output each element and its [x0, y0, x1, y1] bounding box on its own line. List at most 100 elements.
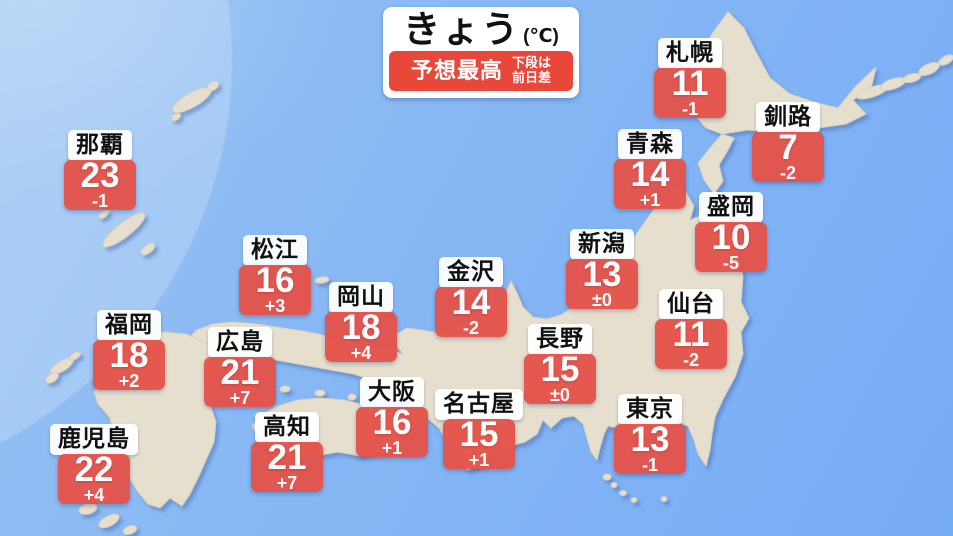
temp-value: 18 [341, 307, 381, 347]
temp-box: 23 -1 [64, 155, 136, 211]
temp-value: 14 [630, 154, 670, 194]
station-okayama: 岡山 18 +4 [325, 282, 397, 362]
temp-box: 21 +7 [204, 352, 276, 408]
city-name: 岡山 [329, 282, 393, 313]
temp-value: 21 [220, 352, 260, 392]
station-aomori: 青森 14 +1 [614, 129, 686, 209]
station-osaka: 大阪 16 +1 [356, 377, 428, 457]
city-name: 鹿児島 [50, 424, 138, 455]
temp-value: 21 [267, 437, 307, 477]
amami-islands [170, 80, 220, 122]
city-name: 盛岡 [699, 192, 763, 223]
station-naha: 那覇 23 -1 [64, 130, 136, 210]
temp-diff: +4 [350, 343, 372, 363]
temp-box: 16 +1 [356, 402, 428, 457]
temp-value: 11 [672, 314, 710, 354]
temp-diff: ±0 [550, 385, 570, 405]
station-morioka: 盛岡 10 -5 [695, 192, 767, 272]
temp-diff: +4 [83, 485, 105, 505]
station-fukuoka: 福岡 18 +2 [93, 310, 165, 390]
temp-box: 21 +7 [251, 437, 323, 493]
station-nagano: 長野 15 ±0 [524, 324, 596, 404]
station-niigata: 新潟 13 ±0 [566, 229, 638, 309]
temp-value: 11 [671, 63, 709, 103]
city-name: 東京 [618, 394, 682, 425]
city-name: 高知 [255, 412, 319, 443]
station-nagoya: 名古屋 15 +1 [435, 389, 523, 469]
station-sendai: 仙台 11 -2 [655, 289, 727, 369]
city-name: 釧路 [756, 102, 820, 133]
temp-box: 13 ±0 [566, 254, 638, 310]
city-name: 松江 [243, 235, 307, 266]
temp-value: 13 [582, 254, 622, 294]
temp-diff: -1 [681, 99, 698, 119]
legend-note: 下段は 前日差 [512, 54, 552, 85]
station-kushiro: 釧路 7 -2 [752, 102, 824, 182]
satsunan-islands [78, 503, 138, 535]
temp-box: 22 +4 [58, 449, 130, 505]
temp-diff: -1 [91, 191, 108, 211]
temp-box: 14 -2 [435, 282, 507, 338]
temp-box: 7 -2 [752, 127, 824, 183]
okinawa-islands [98, 209, 156, 256]
temp-diff: -2 [779, 163, 796, 183]
temp-value: 23 [80, 155, 120, 195]
oshima-peninsula [697, 133, 735, 195]
temp-diff: -1 [641, 455, 658, 475]
izu-islands [602, 473, 668, 503]
goto-islands [45, 351, 81, 384]
station-matsue: 松江 16 +3 [239, 235, 311, 315]
city-name: 仙台 [659, 289, 723, 320]
city-name: 広島 [208, 327, 272, 358]
station-kagoshima: 鹿児島 22 +4 [50, 424, 138, 504]
temp-diff: +7 [276, 473, 298, 493]
city-name: 札幌 [658, 38, 722, 69]
temp-value: 16 [372, 402, 412, 442]
temp-diff: -2 [682, 350, 699, 370]
temp-box: 15 +1 [443, 414, 515, 470]
temp-diff: -5 [722, 253, 739, 273]
temp-value: 15 [540, 349, 580, 389]
temp-value: 14 [451, 282, 491, 322]
temp-value: 13 [630, 419, 670, 459]
title-unit: (℃) [523, 26, 559, 47]
city-name: 那覇 [68, 130, 132, 161]
city-name: 福岡 [97, 310, 161, 341]
temp-diff: +1 [639, 190, 661, 210]
temp-value: 15 [459, 414, 499, 454]
title-text: きょう [403, 9, 521, 50]
city-name: 大阪 [360, 377, 424, 408]
temp-diff: +7 [229, 388, 251, 408]
station-kanazawa: 金沢 14 -2 [435, 257, 507, 337]
city-name: 名古屋 [435, 389, 523, 420]
temp-value: 7 [778, 127, 798, 167]
temp-box: 15 ±0 [524, 349, 596, 405]
temp-box: 18 +4 [325, 307, 397, 363]
kuril-islands [856, 54, 953, 100]
legend-label: 予想最高 [410, 57, 503, 83]
legend-box: 予想最高 下段は 前日差 [389, 50, 573, 91]
temp-diff: ±0 [592, 290, 612, 310]
station-sapporo: 札幌 11 -1 [654, 38, 726, 118]
temp-box: 16 +3 [239, 263, 311, 316]
temp-box: 18 +2 [93, 338, 165, 390]
temp-box: 10 -5 [695, 220, 767, 273]
temp-value: 22 [74, 449, 114, 489]
city-name: 青森 [618, 129, 682, 160]
temp-diff: -2 [462, 318, 479, 338]
temp-diff: +1 [468, 450, 490, 470]
temp-box: 14 +1 [614, 154, 686, 210]
title-card: きょう (℃) 予想最高 下段は 前日差 [383, 7, 579, 98]
city-name: 金沢 [439, 257, 503, 288]
temp-diff: +3 [264, 296, 286, 316]
temp-box: 13 -1 [614, 419, 686, 475]
city-name: 新潟 [570, 229, 634, 260]
temp-box: 11 -2 [655, 314, 727, 370]
temp-box: 11 -1 [654, 63, 726, 119]
station-kochi: 高知 21 +7 [251, 412, 323, 492]
page-title: きょう (℃) [389, 10, 573, 50]
station-tokyo: 東京 13 -1 [614, 394, 686, 474]
station-hiroshima: 広島 21 +7 [204, 327, 276, 407]
city-name: 長野 [528, 324, 592, 355]
